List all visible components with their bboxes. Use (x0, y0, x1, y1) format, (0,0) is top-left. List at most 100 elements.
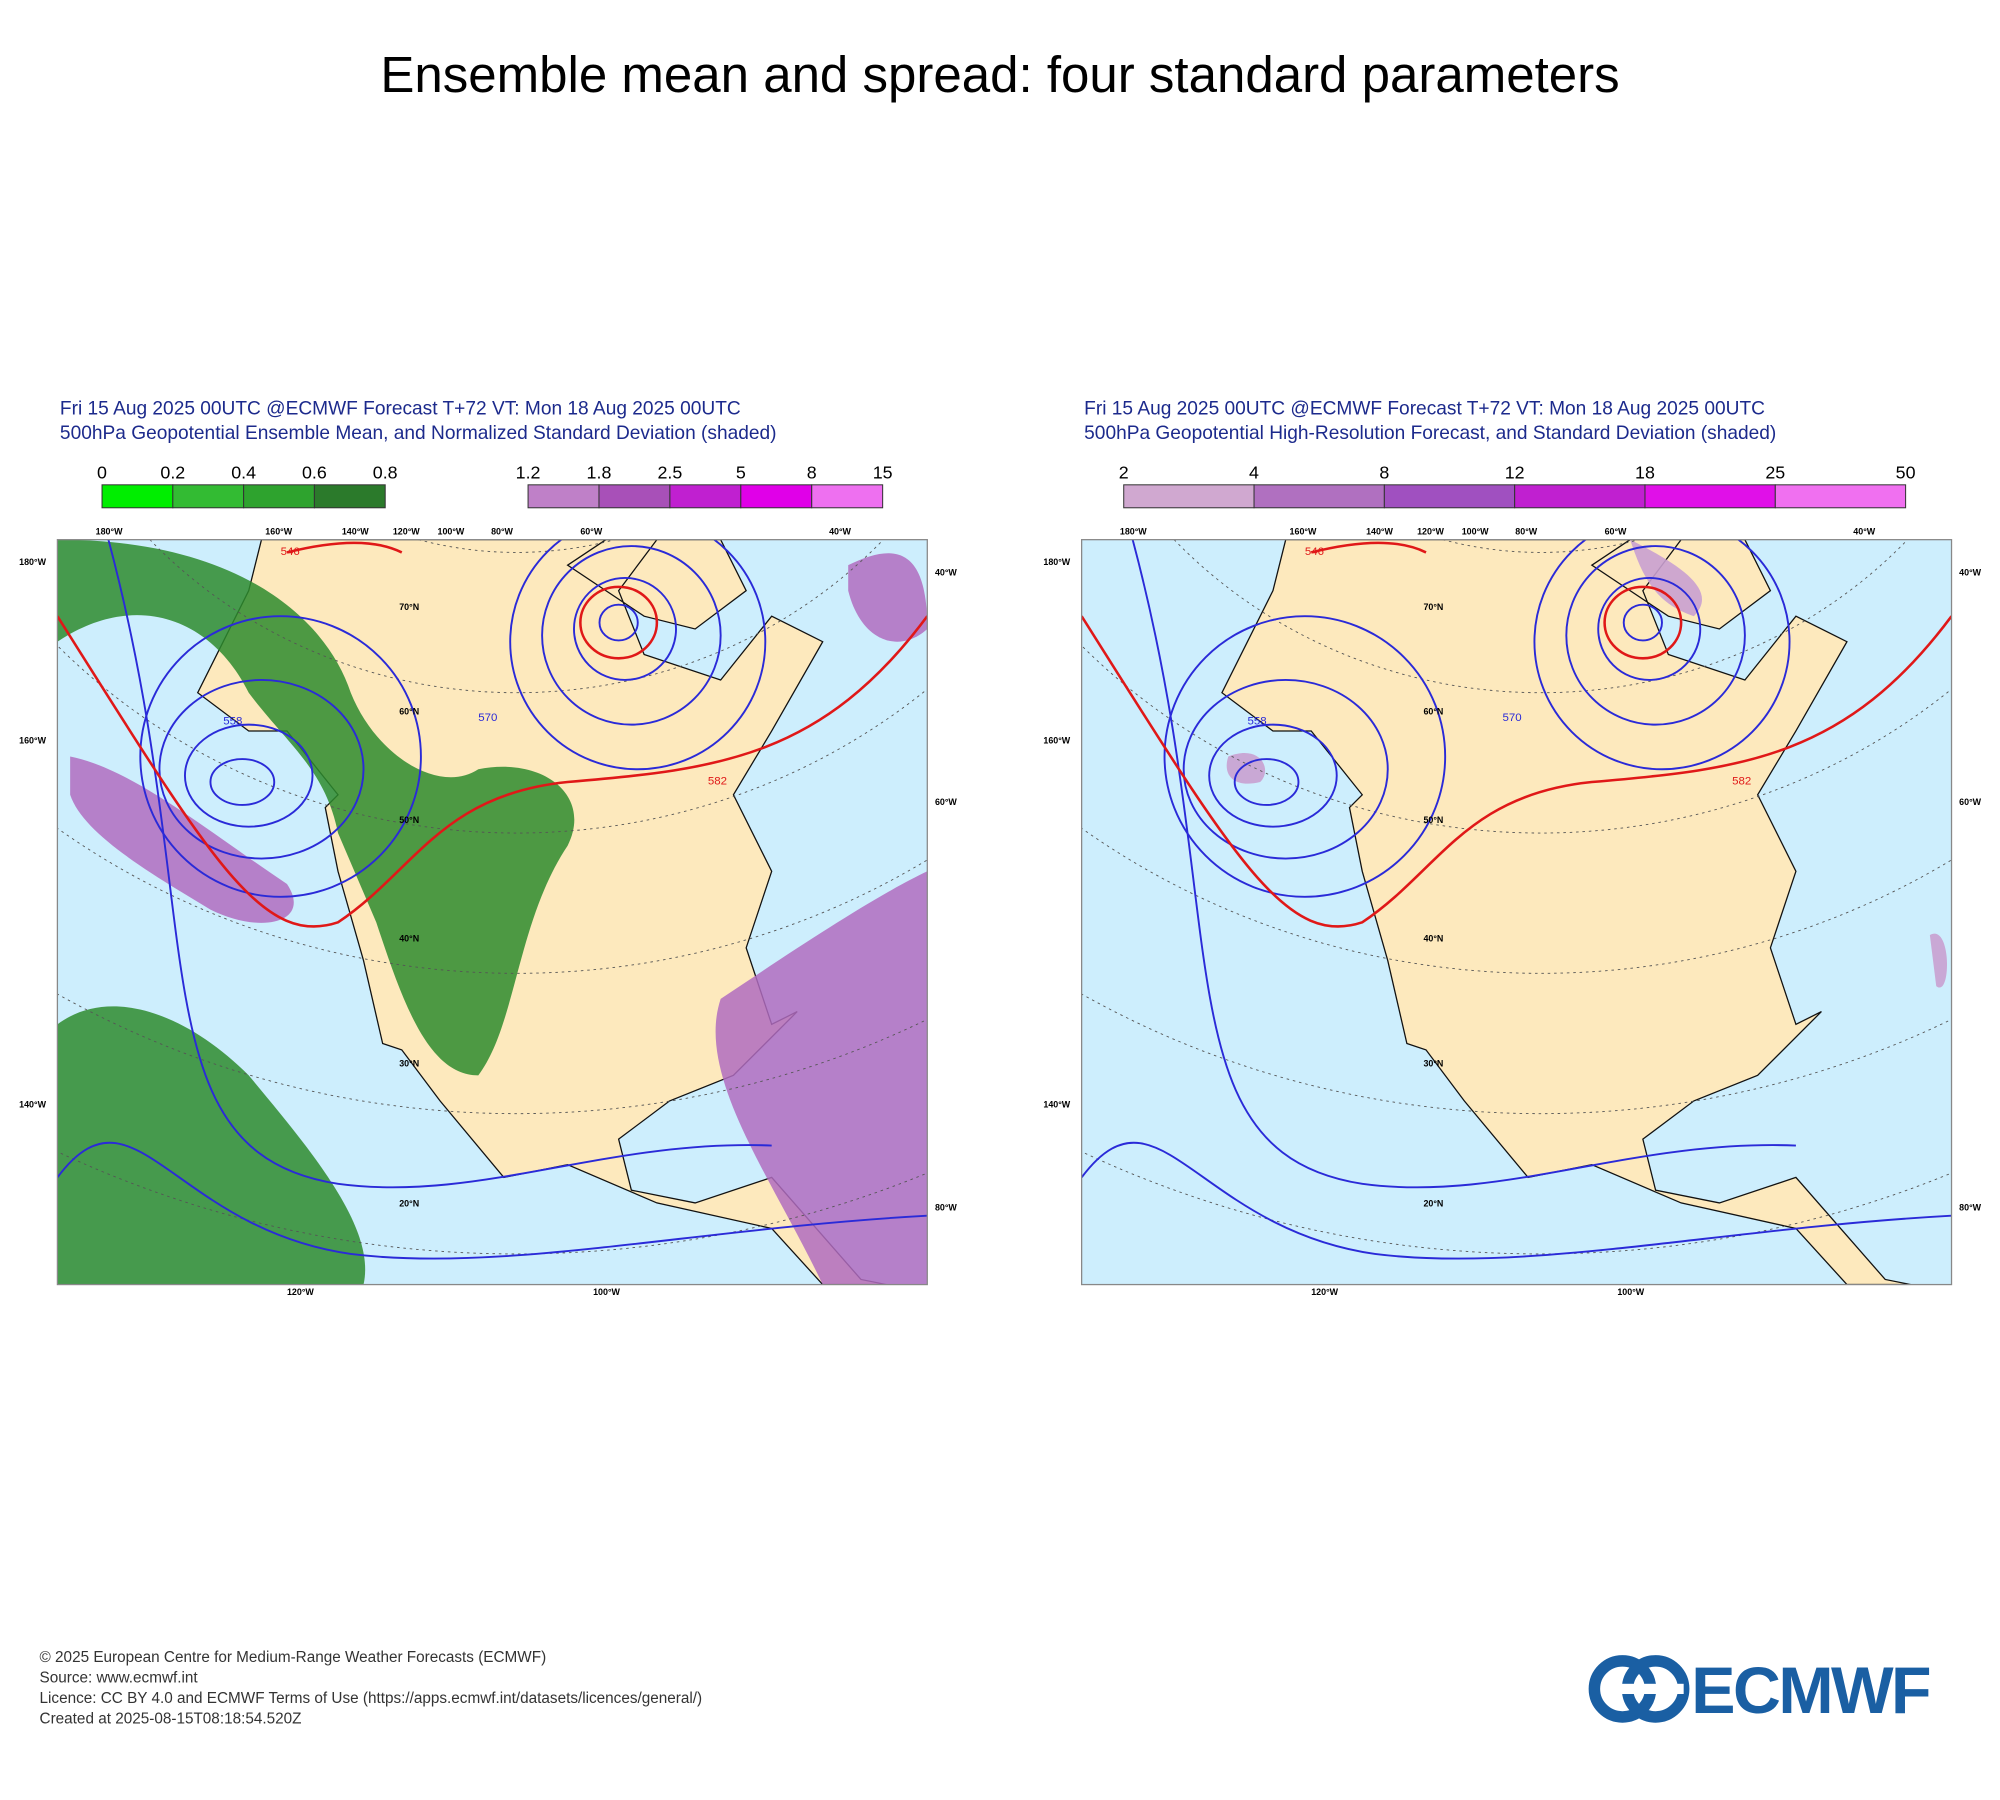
lon-label: 160°W (265, 527, 292, 537)
colorbar-label: 12 (1505, 462, 1525, 482)
lon-label: 100°W (593, 1287, 620, 1297)
colorbar-segment (101, 484, 174, 509)
lon-label: 180°W (96, 527, 123, 537)
lon-label: 60°W (1605, 527, 1627, 537)
lon-label: 80°W (1515, 527, 1537, 537)
colorbar-label: 5 (736, 462, 746, 482)
lon-label: 180°W (19, 557, 46, 567)
colorbar-label: 18 (1635, 462, 1655, 482)
lon-label: 160°W (1290, 527, 1317, 537)
colorbar-segment (669, 484, 742, 509)
panel-header: 500hPa Geopotential High-Resolution Fore… (1084, 423, 1776, 444)
colorbar-label: 1.8 (587, 462, 612, 482)
graticule (1173, 539, 1908, 694)
colorbar-segment (527, 484, 600, 509)
map-content (1081, 539, 1952, 1285)
lon-label: 140°W (1043, 1099, 1070, 1109)
lon-label: 120°W (1417, 527, 1444, 537)
graticule (57, 993, 928, 1114)
contour-label: 558 (223, 716, 242, 728)
logo-text: ECMWF (1691, 1654, 1930, 1728)
panel-header: Fri 15 Aug 2025 00UTC @ECMWF Forecast T+… (1084, 399, 1765, 420)
panel-header: 500hPa Geopotential Ensemble Mean, and N… (60, 423, 777, 444)
lat-label: 50°N (399, 815, 419, 825)
lon-label: 80°W (935, 1203, 957, 1213)
lat-label: 60°N (399, 706, 419, 716)
lat-label: 30°N (399, 1058, 419, 1068)
map-frame (1080, 539, 1953, 1286)
lon-label: 100°W (438, 527, 465, 537)
lon-label: 80°W (1959, 1203, 1981, 1213)
map: 180°W 160°W 140°W 120°W 100°W 80°W 60°W 40°W 180… (19, 527, 957, 1297)
colorbar-segment (1514, 484, 1646, 509)
lon-label: 160°W (19, 736, 46, 746)
colorbar-label: 0.2 (160, 462, 185, 482)
colorbar-segment (313, 484, 386, 509)
lat-label: 30°N (1423, 1058, 1443, 1068)
lon-label: 80°W (491, 527, 513, 537)
lat-label: 70°N (1423, 602, 1443, 612)
contour-label: 570 (1503, 712, 1522, 724)
lon-label: 180°W (1043, 557, 1070, 567)
footer-line: Source: www.ecmwf.int (40, 1670, 199, 1687)
colorbar-label: 0.6 (302, 462, 327, 482)
lat-label: 20°N (399, 1199, 419, 1209)
colorbar-segment (1253, 484, 1385, 509)
lon-label: 120°W (1311, 1287, 1338, 1297)
lon-label: 120°W (287, 1287, 314, 1297)
colorbar-label: 0 (97, 462, 107, 482)
lon-label: 40°W (829, 527, 851, 537)
spread-shading (57, 539, 575, 1076)
contour-label: 546 (1305, 546, 1324, 558)
colorbar-segment (811, 484, 884, 509)
lon-label: 180°W (1120, 527, 1147, 537)
footer-line: Created at 2025-08-15T08:18:54.520Z (40, 1710, 302, 1727)
contour-label: 582 (1732, 776, 1751, 788)
footer-line: © 2025 European Centre for Medium-Range … (40, 1649, 547, 1666)
lon-label: 120°W (393, 527, 420, 537)
contour-label: 558 (1247, 716, 1266, 728)
lon-label: 40°W (1959, 567, 1981, 577)
colorbar-segment (598, 484, 671, 509)
colorbar-label: 0.8 (373, 462, 398, 482)
colorbar-label: 8 (807, 462, 817, 482)
colorbar-label: 8 (1379, 462, 1389, 482)
colorbar-segment (1644, 484, 1776, 509)
map-content (57, 539, 928, 1285)
lon-label: 140°W (1366, 527, 1393, 537)
colorbar-segment (172, 484, 245, 509)
spread-shading (715, 871, 928, 1285)
colorbar-label: 0.4 (231, 462, 256, 482)
map-frame (56, 539, 928, 1286)
lon-label: 140°W (342, 527, 369, 537)
colorbar-label: 4 (1249, 462, 1259, 482)
lon-label: 140°W (19, 1099, 46, 1109)
contour-label: 582 (708, 776, 727, 788)
colorbar-label: 1.2 (516, 462, 541, 482)
lat-label: 70°N (399, 602, 419, 612)
graticule (149, 539, 884, 694)
lon-label: 40°W (935, 567, 957, 577)
colorbar-label: 2 (1119, 462, 1129, 482)
panel-header: Fri 15 Aug 2025 00UTC @ECMWF Forecast T+… (60, 399, 741, 420)
lat-label: 50°N (1423, 815, 1443, 825)
lat-label: 40°N (1423, 933, 1443, 943)
lon-label: 100°W (1462, 527, 1489, 537)
colorbar-segment (1774, 484, 1907, 509)
spread-shading (57, 1006, 366, 1285)
panel: Fri 15 Aug 2025 00UTC @ECMWF Forecast T+… (1043, 399, 1981, 1297)
lat-label: 40°N (399, 933, 419, 943)
logo: ECMWF (1588, 1654, 1933, 1728)
lon-label: 60°W (1959, 797, 1981, 807)
panel: Fri 15 Aug 2025 00UTC @ECMWF Forecast T+… (19, 399, 957, 1297)
colorbar-label: 2.5 (657, 462, 682, 482)
colorbar-segment (1123, 484, 1255, 509)
contour-label: 546 (281, 546, 300, 558)
colorbar-label: 15 (873, 462, 893, 482)
lon-label: 100°W (1617, 1287, 1644, 1297)
logo-mark (1604, 1683, 1684, 1695)
lon-label: 60°W (935, 797, 957, 807)
lat-label: 20°N (1423, 1199, 1443, 1209)
lon-label: 60°W (580, 527, 602, 537)
